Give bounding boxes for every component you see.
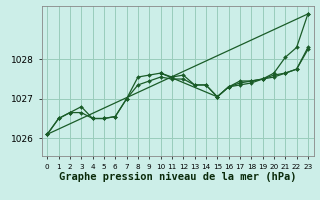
X-axis label: Graphe pression niveau de la mer (hPa): Graphe pression niveau de la mer (hPa) <box>59 172 296 182</box>
